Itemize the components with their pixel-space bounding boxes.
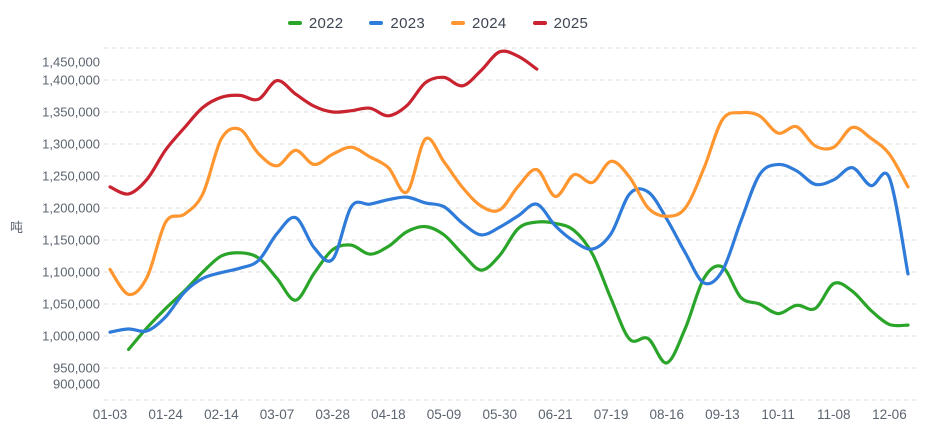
x-axis-tick-label: 08-16: [649, 407, 684, 422]
legend-line-marker: [369, 21, 384, 25]
y-axis-tick-label: 900,000: [53, 377, 100, 392]
legend-line-marker: [451, 21, 465, 25]
series-line-2025[interactable]: [108, 49, 539, 196]
y-axis-tick-label: 1,000,000: [42, 329, 100, 344]
x-axis-tick-label: 06-21: [538, 407, 573, 422]
y-axis-tick-label: 950,000: [53, 361, 100, 376]
x-axis-tick-label: 03-07: [260, 407, 295, 422]
legend-item-2022[interactable]: 2022: [287, 14, 344, 32]
legend-item-2024[interactable]: 2024: [451, 15, 507, 32]
x-axis-tick-label: 07-19: [594, 407, 629, 422]
x-axis-tick-label: 04-18: [371, 407, 406, 422]
y-axis-tick-label: 1,300,000: [42, 137, 100, 152]
y-axis-tick-label: 1,450,000: [42, 55, 100, 70]
y-axis-tick-label: 1,200,000: [42, 201, 100, 216]
y-axis-tick-label: 1,350,000: [42, 105, 100, 120]
legend-item-label: 2025: [553, 14, 589, 32]
x-axis-tick-label: 11-08: [817, 407, 851, 422]
legend-item-2023[interactable]: 2023: [369, 15, 425, 32]
legend-line-marker: [287, 21, 302, 25]
y-axis-tick-label: 1,150,000: [42, 233, 100, 248]
series-line-2023[interactable]: [108, 162, 910, 334]
y-axis-tick-label: 1,100,000: [42, 265, 100, 280]
x-axis-tick-label: 03-28: [315, 407, 350, 422]
x-axis-tick-label: 09-13: [705, 407, 740, 422]
legend-item-label: 2024: [472, 14, 507, 32]
y-axis-tick-label: 1,050,000: [42, 297, 100, 312]
x-axis-tick-label: 02-14: [204, 407, 239, 422]
chart-legend: 2022 2023 2024 2025: [0, 12, 876, 34]
x-axis-tick-label: 01-03: [93, 407, 128, 422]
legend-item-2025[interactable]: 2025: [532, 14, 589, 32]
legend-line-marker: [532, 21, 547, 25]
legend-item-label: 2022: [308, 14, 344, 32]
y-axis-tick-label: 1,400,000: [42, 73, 100, 88]
y-axis-tick-label: 1,250,000: [42, 169, 100, 184]
legend-item-label: 2023: [390, 14, 425, 32]
x-axis-tick-label: 05-09: [427, 407, 462, 422]
x-axis-tick-label: 01-24: [148, 407, 183, 422]
x-axis-tick-label: 10-11: [761, 407, 795, 422]
series-line-2022[interactable]: [127, 220, 910, 365]
x-axis-tick-label: 05-30: [482, 407, 517, 422]
x-axis-tick-label: 12-06: [872, 407, 907, 422]
y-axis-unit-label: 吨: [10, 220, 24, 235]
series-line-2024[interactable]: [108, 110, 910, 297]
